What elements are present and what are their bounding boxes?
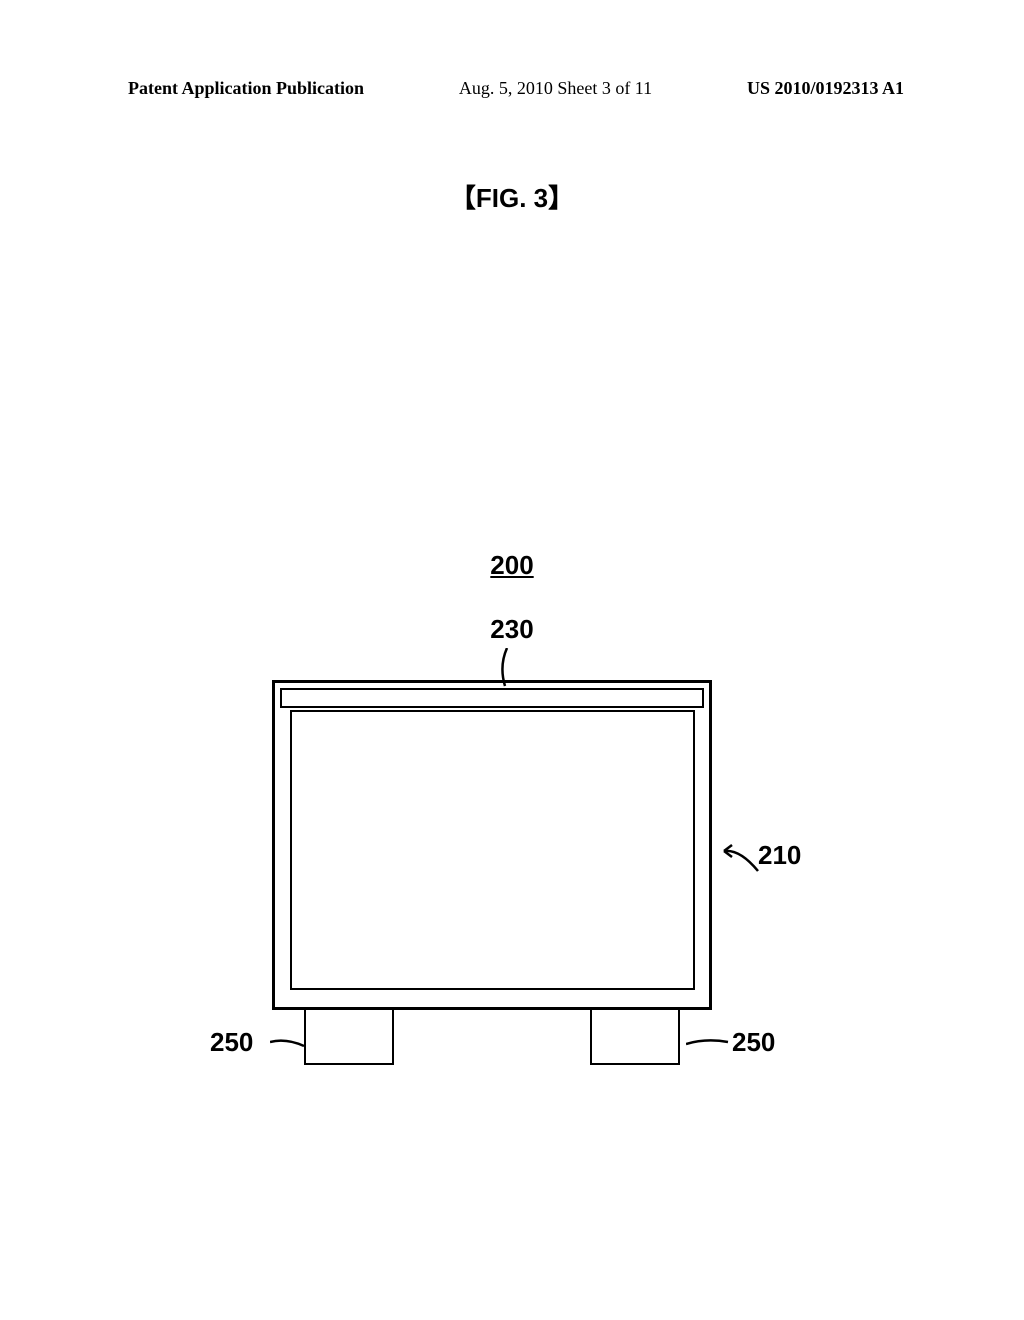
leader-line-210: [718, 837, 760, 873]
ref-foot-right-label: 250: [732, 1027, 775, 1058]
foot-left: [304, 1010, 394, 1065]
leader-line-250-left: [270, 1036, 306, 1056]
cabinet-inner: [290, 710, 695, 990]
page-header: Patent Application Publication Aug. 5, 2…: [0, 78, 1024, 99]
leader-line-250-right: [686, 1036, 730, 1056]
ref-top-panel-label: 230: [490, 614, 533, 645]
ref-assembly: 200: [490, 550, 533, 581]
figure-label: 【FIG. 3】: [450, 178, 574, 215]
diagram: 200 230 210 250 250: [272, 550, 752, 1080]
ref-cabinet-label: 210: [758, 840, 801, 871]
header-publication-number: US 2010/0192313 A1: [747, 78, 904, 99]
header-date-sheet: Aug. 5, 2010 Sheet 3 of 11: [459, 78, 652, 99]
top-panel: [280, 688, 704, 708]
foot-right: [590, 1010, 680, 1065]
header-publication-type: Patent Application Publication: [128, 78, 364, 99]
ref-foot-left-label: 250: [210, 1027, 253, 1058]
